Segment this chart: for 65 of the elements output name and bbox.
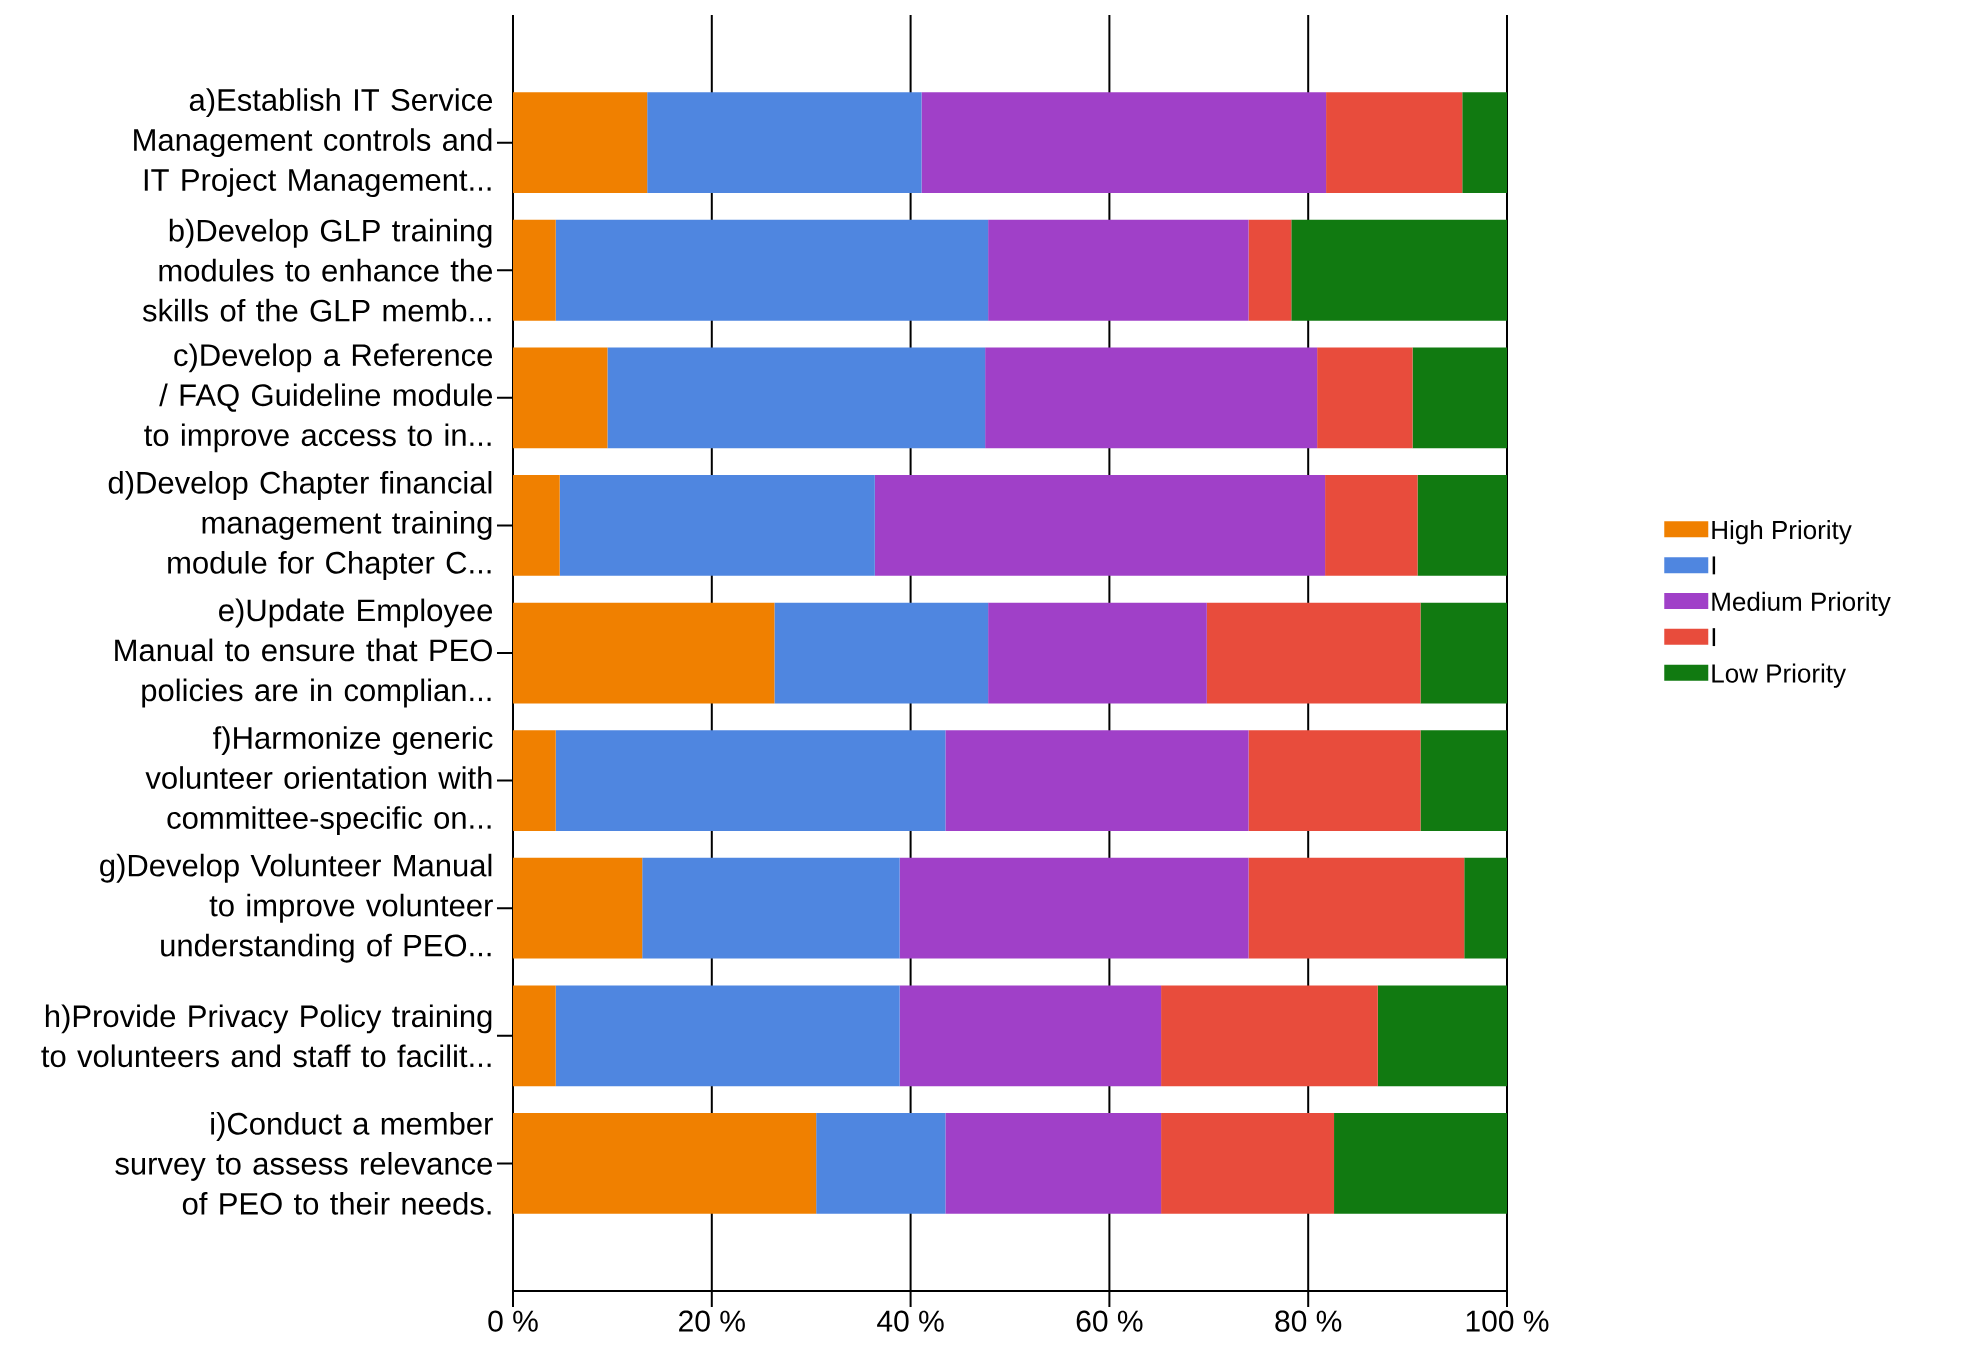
y-tick-label: e)Update Employee Manual to ensure that PEO policies are in complian...: [115, 598, 493, 708]
bar: [1248, 730, 1421, 832]
y-tick-label: g)Develop Volunteer Manual to improve volunteer understanding of PEO...: [100, 853, 493, 963]
bar: [513, 730, 556, 832]
bar: [513, 347, 608, 449]
bar: [513, 1113, 817, 1214]
bar: [1248, 219, 1292, 321]
bar: [1417, 475, 1507, 576]
y-tick-label: f)Harmonize generic volunteer orientation with committee-specific on...: [145, 726, 493, 836]
bar: [774, 602, 989, 704]
legend-label: I: [1712, 556, 1716, 575]
legend-label: High Priority: [1712, 520, 1852, 545]
bar: [513, 92, 648, 194]
x-tick-label: 0 %: [488, 1310, 538, 1332]
bar: [1248, 857, 1465, 959]
legend-label: Medium Priority: [1712, 591, 1891, 617]
bar: [988, 602, 1207, 704]
bar: [1420, 602, 1507, 704]
y-tick-label: c)Develop a Reference / FAQ Guideline module to improve access to in...: [144, 343, 493, 453]
x-tick-label: 80 %: [1275, 1310, 1342, 1332]
bar: [1206, 602, 1421, 704]
bar: [647, 92, 922, 194]
bar: [1317, 347, 1413, 449]
y-tick-label: b)Develop GLP training modules to enhance the skills of the GLP memb...: [142, 218, 493, 322]
x-tick-label: 100 %: [1466, 1310, 1549, 1332]
bar: [513, 857, 643, 959]
y-tick-label: d)Develop Chapter financial management training module for Chapter C...: [108, 470, 492, 580]
bar: [559, 475, 875, 576]
bar: [899, 857, 1249, 959]
bar: [1377, 985, 1507, 1087]
bar: [985, 347, 1318, 449]
bar: [899, 985, 1162, 1087]
bar: [874, 475, 1326, 576]
bar: [1462, 92, 1507, 194]
bar: [642, 857, 900, 959]
bar: [1412, 347, 1507, 449]
bar: [513, 475, 560, 576]
bar: [555, 219, 989, 321]
bar: [607, 347, 986, 449]
bar: [513, 985, 556, 1087]
bar: [1325, 475, 1418, 576]
x-tick-label: 60 %: [1076, 1310, 1143, 1332]
bar: [555, 985, 900, 1087]
y-tick-label: h)Provide Privacy Policy training to volunteers and staff to facilit...: [41, 1004, 492, 1068]
bar: [1161, 1113, 1335, 1214]
bar: [1291, 219, 1507, 321]
bar: [945, 1113, 1162, 1214]
x-tick-label: 20 %: [679, 1310, 745, 1332]
bar: [1420, 730, 1507, 832]
bar: [555, 730, 946, 832]
bar: [513, 602, 775, 704]
bar: [945, 730, 1249, 832]
bar: [1464, 857, 1507, 959]
legend-label: Low Priority: [1712, 663, 1846, 688]
bar: [988, 219, 1249, 321]
y-tick-label: i)Conduct a member survey to assess relevance of PEO to their needs.: [115, 1112, 493, 1215]
bar: [816, 1113, 946, 1214]
bar: [1161, 985, 1378, 1087]
bar: [921, 92, 1327, 194]
x-tick-label: 40 %: [877, 1310, 944, 1332]
legend-label: I: [1712, 628, 1716, 647]
bar: [1326, 92, 1463, 194]
bar: [1334, 1113, 1507, 1214]
bar: [513, 219, 556, 321]
y-tick-label: a)Establish IT Service Management controls and IT Project Management...: [134, 88, 493, 198]
